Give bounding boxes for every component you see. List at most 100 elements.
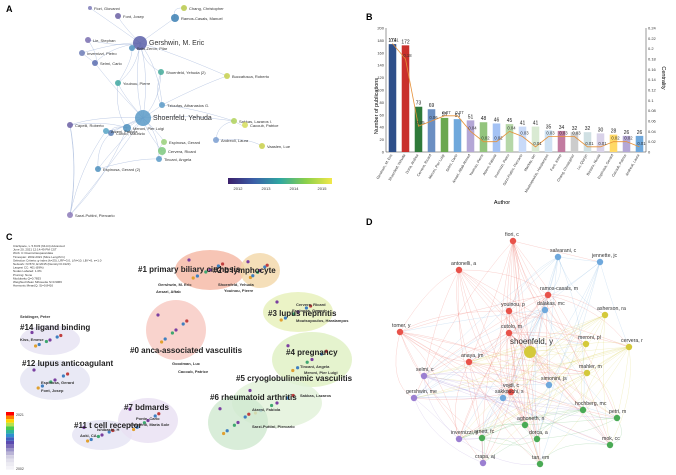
d-node[interactable] [625, 343, 633, 351]
a-node[interactable] [158, 147, 166, 155]
a-node[interactable] [129, 45, 135, 51]
d-edge [548, 346, 630, 386]
d-edge [529, 351, 618, 419]
panel-c-author-labels: Gershwin, M. Eric Ansari, Aftab Shoenfeld,… [20, 282, 349, 438]
b-ytick: 140 [377, 63, 384, 68]
a-node[interactable] [224, 73, 230, 79]
d-node[interactable] [396, 328, 404, 336]
d-node[interactable] [410, 394, 418, 402]
a-node[interactable] [231, 118, 237, 124]
d-node[interactable] [509, 237, 517, 245]
a-edge [69, 124, 75, 216]
b-y2tick: 0.24 [648, 26, 657, 31]
a-node[interactable] [259, 143, 265, 149]
d-node[interactable] [554, 253, 562, 261]
panel-d-edges [395, 240, 631, 465]
panel-b-bar-chart: B 0 20 40 60 80 100 120 140 160 180 200 0 0.02 0.04 0.… [366, 12, 666, 206]
d-node[interactable] [420, 372, 428, 380]
a-node[interactable] [159, 102, 165, 108]
a-node[interactable] [123, 124, 131, 132]
d-node-label: ramos-casals, m [540, 286, 578, 292]
c-legend-year: 2002 [16, 467, 24, 471]
d-node[interactable] [545, 381, 553, 389]
a-node[interactable] [85, 37, 91, 43]
d-node[interactable] [606, 441, 614, 449]
d-edge [423, 269, 460, 377]
d-node[interactable] [521, 421, 529, 429]
d-node[interactable] [583, 369, 591, 377]
a-node[interactable] [156, 156, 162, 162]
a-node[interactable] [79, 50, 85, 56]
panel-b-y2label: Centrality [660, 66, 666, 89]
c-legend-swatch [6, 415, 14, 420]
c-cluster-label: #5 cryoglobulinemic vasculitis [236, 374, 353, 383]
c-cluster-label: #14 ligand binding [20, 323, 90, 332]
b-bar-value: 41 [533, 121, 539, 127]
b-ytick: 40 [380, 125, 385, 130]
c-node [286, 396, 290, 400]
a-node-label: Cutolo, Maurizio [116, 131, 146, 136]
d-node[interactable] [544, 291, 552, 299]
a-node[interactable] [242, 122, 248, 128]
d-node[interactable] [613, 414, 621, 422]
a-node[interactable] [108, 130, 114, 136]
d-node[interactable] [536, 460, 544, 468]
a-node-label: Sakkas, Lazaros I. [239, 119, 272, 124]
c-legend-year: 2021 [16, 413, 24, 417]
a-node[interactable] [133, 36, 147, 50]
a-node[interactable] [92, 60, 98, 66]
b-line-value: 0.03 [520, 131, 529, 136]
a-edge [69, 130, 107, 216]
panel-a-label: A [6, 4, 13, 14]
d-node[interactable] [579, 406, 587, 414]
panel-c-info-block: CiteSpace, v. 5.8.R3 (64-bit) AdvancedJu… [13, 244, 102, 288]
a-node[interactable] [67, 122, 73, 128]
a-node[interactable] [171, 14, 179, 22]
d-edge [548, 343, 587, 386]
d-edge [423, 375, 512, 393]
d-node[interactable] [533, 435, 541, 443]
d-node[interactable] [455, 435, 463, 443]
a-node[interactable] [103, 128, 109, 134]
d-node[interactable] [505, 307, 513, 315]
d-node[interactable] [499, 394, 507, 402]
d-edge [482, 294, 549, 464]
a-node-label: Chang, Christopher [189, 6, 224, 11]
a-node[interactable] [115, 80, 121, 86]
d-node[interactable] [465, 358, 473, 366]
d-node[interactable] [507, 388, 515, 396]
d-edge [508, 332, 587, 345]
a-node[interactable] [213, 137, 219, 143]
d-edge [423, 375, 618, 419]
d-node[interactable] [582, 340, 590, 348]
a-node[interactable] [115, 13, 121, 19]
d-edge [468, 351, 531, 363]
d-edge [512, 240, 601, 263]
a-node[interactable] [95, 166, 101, 172]
c-author-label: Ishibashi, H [97, 427, 120, 432]
d-node[interactable] [479, 459, 487, 467]
a-edge [69, 117, 144, 126]
a-node[interactable] [181, 5, 187, 11]
b-bar-value: 41 [520, 121, 526, 127]
c-author-label: Font, Josep [41, 388, 64, 393]
b-y2tick: 0.14 [648, 77, 657, 82]
d-node[interactable] [505, 329, 513, 337]
d-node[interactable] [478, 434, 486, 442]
d-node[interactable] [524, 346, 536, 358]
a-node[interactable] [158, 69, 164, 75]
d-node[interactable] [541, 306, 549, 314]
c-node [160, 340, 164, 344]
d-edge [423, 256, 559, 377]
a-node[interactable] [135, 110, 151, 126]
a-node[interactable] [67, 212, 73, 218]
a-node[interactable] [88, 6, 92, 10]
d-node[interactable] [601, 311, 609, 319]
c-node [53, 378, 57, 382]
c-author-label: Ponte, Carlo [136, 416, 160, 421]
d-node[interactable] [596, 258, 604, 266]
d-node[interactable] [455, 266, 463, 274]
b-y2tick: 0.08 [648, 108, 657, 113]
d-edge [599, 261, 630, 348]
a-node[interactable] [161, 139, 167, 145]
